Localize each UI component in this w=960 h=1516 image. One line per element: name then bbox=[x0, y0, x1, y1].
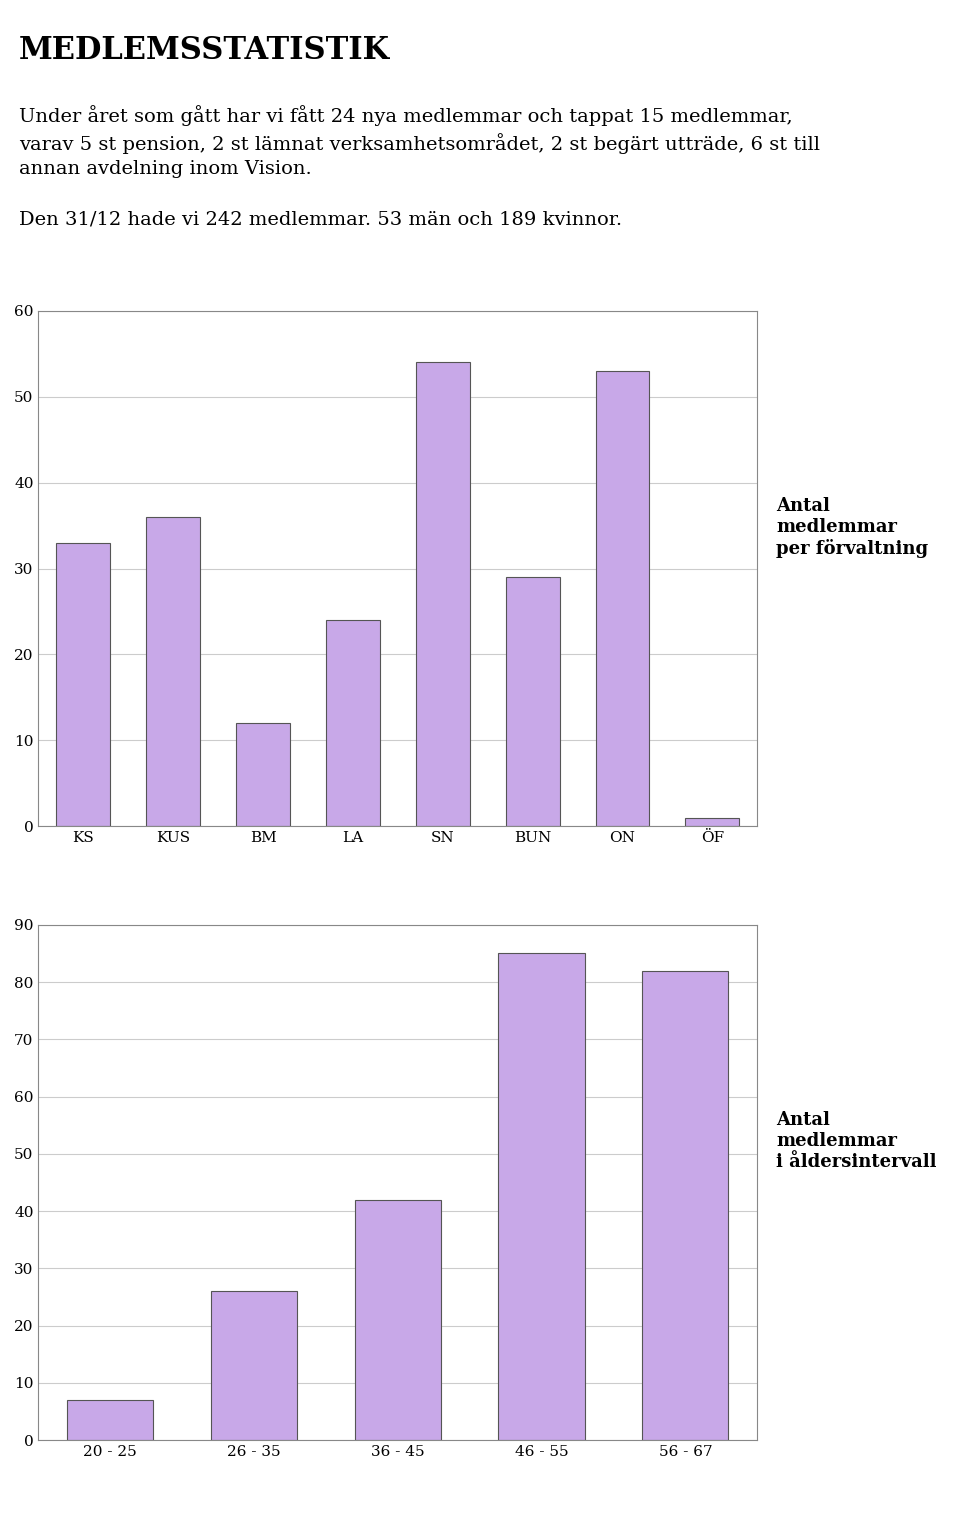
Bar bbox=[211, 1292, 298, 1440]
Text: Antal
medlemmar
per förvaltning: Antal medlemmar per förvaltning bbox=[777, 497, 928, 558]
Bar bbox=[57, 543, 110, 826]
Bar bbox=[416, 362, 469, 826]
Bar bbox=[642, 970, 729, 1440]
Text: Under året som gått har vi fått 24 nya medlemmar och tappat 15 medlemmar,
varav : Under året som gått har vi fått 24 nya m… bbox=[19, 106, 820, 177]
Bar bbox=[354, 1199, 441, 1440]
Bar bbox=[685, 817, 739, 826]
Bar bbox=[67, 1401, 154, 1440]
Bar bbox=[236, 723, 290, 826]
Text: Den 31/12 hade vi 242 medlemmar. 53 män och 189 kvinnor.: Den 31/12 hade vi 242 medlemmar. 53 män … bbox=[19, 211, 622, 229]
Bar bbox=[595, 371, 649, 826]
Text: Antal
medlemmar
i åldersintervall: Antal medlemmar i åldersintervall bbox=[777, 1111, 937, 1170]
Bar bbox=[326, 620, 380, 826]
Bar bbox=[498, 954, 585, 1440]
Text: MEDLEMSSTATISTIK: MEDLEMSSTATISTIK bbox=[19, 35, 391, 67]
Bar bbox=[506, 578, 560, 826]
Bar bbox=[146, 517, 200, 826]
